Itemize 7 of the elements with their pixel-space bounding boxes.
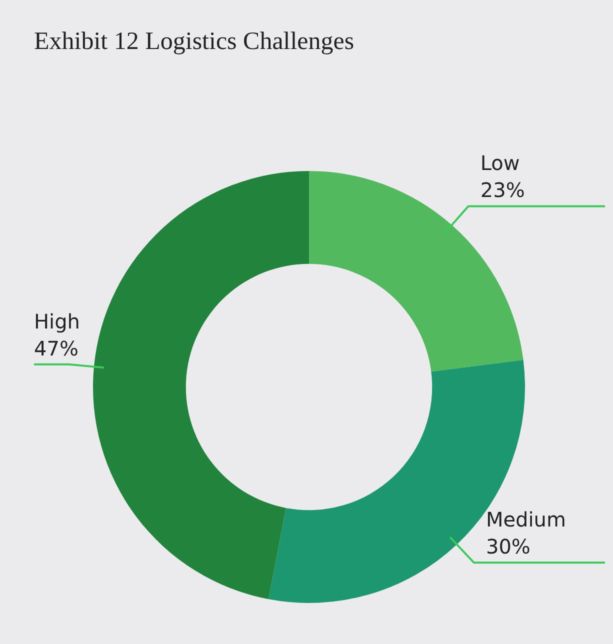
- data-label: 47%: [34, 336, 78, 360]
- slice-label: High: [34, 309, 80, 334]
- slice-label: Medium: [486, 508, 566, 532]
- data-label: 23%: [480, 178, 525, 202]
- data-label: 30%: [486, 534, 530, 559]
- slice-label: Low: [480, 151, 520, 176]
- chart-title: Exhibit 12 Logistics Challenges: [34, 28, 354, 56]
